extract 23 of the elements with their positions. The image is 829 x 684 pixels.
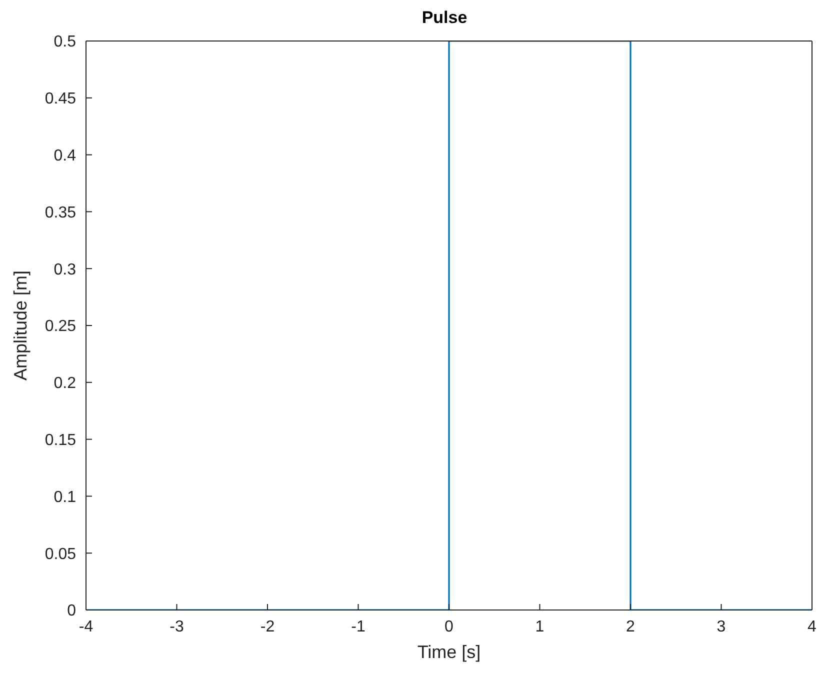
x-tick-label: 0 — [444, 618, 454, 636]
x-tick-label: -2 — [260, 618, 275, 636]
y-tick-label: 0.25 — [44, 318, 76, 336]
x-tick-label: -3 — [170, 618, 184, 636]
chart-title: Pulse — [420, 8, 468, 29]
x-tick-label: -1 — [351, 618, 366, 636]
y-tick-label: 0.5 — [54, 34, 76, 51]
x-tick-label: 1 — [535, 618, 544, 636]
x-tick-label: -4 — [78, 618, 94, 636]
y-axis-title: Amplitude [m] — [10, 270, 30, 381]
x-tick-label: 3 — [716, 618, 726, 636]
x-axis-title: Time [s] — [417, 642, 481, 662]
y-tick-label: 0 — [67, 602, 76, 620]
y-tick-label: 0.35 — [44, 204, 76, 222]
y-tick-label: 0.15 — [44, 432, 76, 449]
y-tick-label: 0.2 — [54, 375, 76, 392]
y-tick-label: 0.05 — [44, 546, 76, 563]
y-tick-label: 0.3 — [54, 261, 76, 278]
x-tick-label: 2 — [626, 618, 636, 636]
y-tick-label: 0.1 — [54, 488, 76, 506]
x-tick-label: 4 — [808, 618, 817, 636]
y-tick-label: 0.4 — [54, 147, 76, 164]
y-tick-label: 0.45 — [44, 90, 76, 108]
